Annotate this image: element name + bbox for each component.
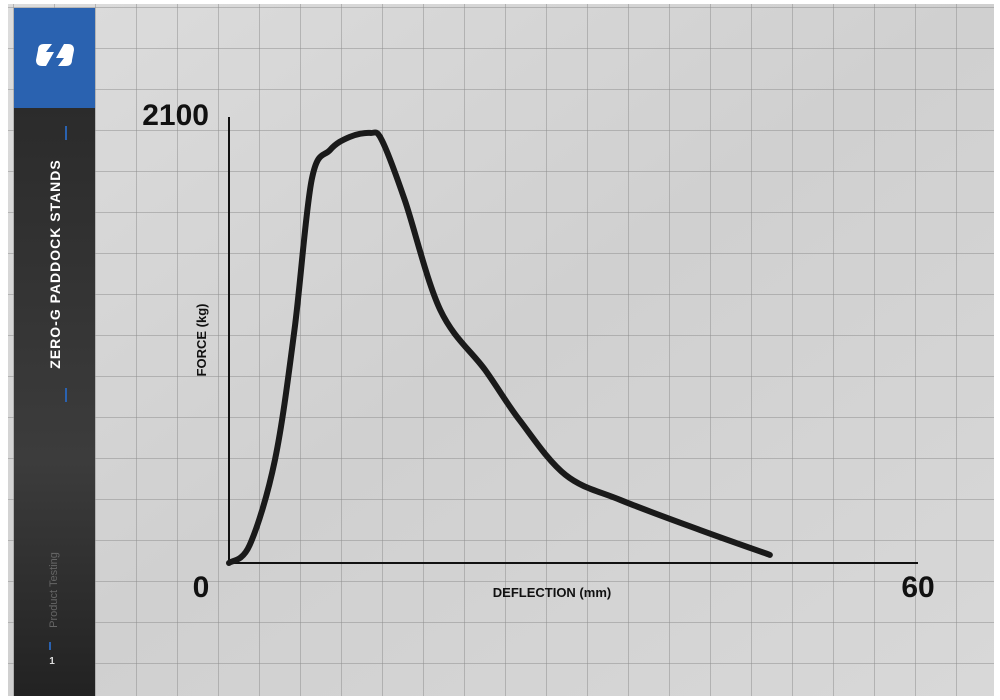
x-tick-label: 0 (193, 571, 210, 604)
logo (36, 44, 74, 66)
x-tick-label: 60 (901, 571, 934, 604)
paper-grid (8, 4, 994, 696)
sidebar (14, 108, 95, 696)
sidebar-section: Product Testing (48, 552, 60, 628)
y-axis-label: FORCE (kg) (194, 304, 209, 377)
force-curve (226, 129, 773, 566)
y-tick-label: 2100 (142, 99, 209, 132)
logo-block (14, 8, 95, 108)
x-axis-label: DEFLECTION (mm) (493, 585, 611, 600)
page-number: 1 (49, 656, 55, 667)
sidebar-title: ZERO-G PADDOCK STANDS (47, 159, 63, 368)
